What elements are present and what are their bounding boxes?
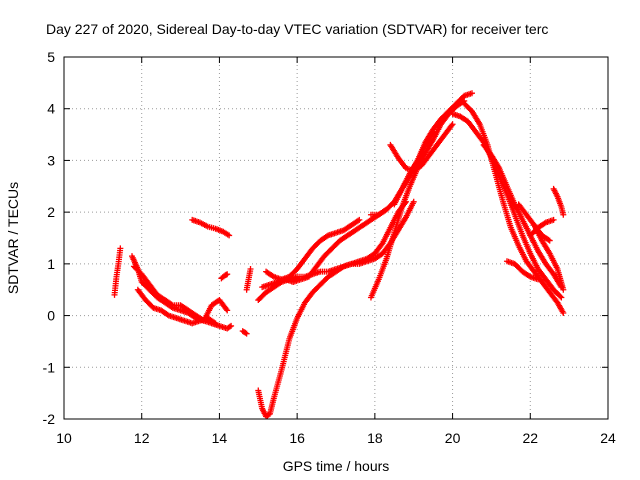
data-point-fill bbox=[378, 241, 385, 248]
data-point bbox=[243, 330, 250, 337]
data-point bbox=[469, 90, 475, 97]
data-point-fill bbox=[557, 293, 564, 300]
x-tick-label: 24 bbox=[600, 430, 616, 446]
data-point bbox=[212, 320, 219, 327]
y-tick-label: 1 bbox=[47, 256, 55, 272]
data-point bbox=[546, 237, 553, 244]
y-tick-label: 4 bbox=[47, 101, 55, 117]
y-axis-label: SDTVAR / TECUs bbox=[5, 182, 21, 294]
y-tick-label: -1 bbox=[43, 359, 56, 375]
data-point bbox=[410, 198, 417, 205]
x-tick-label: 22 bbox=[522, 430, 538, 446]
data-point bbox=[228, 322, 235, 329]
data-point bbox=[550, 216, 557, 223]
data-point-fill bbox=[545, 236, 552, 243]
data-point bbox=[560, 309, 567, 316]
data-point-fill bbox=[242, 329, 249, 336]
grid-layer bbox=[64, 57, 608, 419]
data-point-fill bbox=[168, 301, 175, 308]
y-tick-label: -2 bbox=[43, 411, 56, 427]
x-axis-label: GPS time / hours bbox=[283, 458, 390, 474]
x-tick-label: 14 bbox=[212, 430, 228, 446]
data-point-fill bbox=[211, 319, 218, 326]
data-point bbox=[558, 294, 565, 301]
data-point bbox=[224, 307, 231, 314]
data-point bbox=[226, 232, 233, 239]
data-point bbox=[247, 266, 254, 273]
data-point-fill bbox=[479, 138, 486, 145]
x-tick-label: 12 bbox=[134, 430, 150, 446]
data-point-fill bbox=[223, 306, 230, 313]
data-point bbox=[224, 271, 231, 278]
data-point bbox=[430, 128, 437, 135]
marks-layer bbox=[111, 90, 567, 420]
x-tick-label: 20 bbox=[445, 430, 461, 446]
data-point-fill bbox=[448, 122, 455, 129]
y-tick-label: 5 bbox=[47, 49, 55, 65]
data-point-fill bbox=[355, 217, 362, 224]
y-tick-label: 3 bbox=[47, 152, 55, 168]
data-point-fill bbox=[226, 323, 233, 330]
data-point bbox=[560, 286, 567, 293]
data-point bbox=[560, 211, 567, 218]
data-point bbox=[356, 216, 363, 223]
x-tick-label: 16 bbox=[289, 430, 305, 446]
data-point bbox=[535, 276, 542, 283]
chart-title: Day 227 of 2020, Sidereal Day-to-day VTE… bbox=[46, 21, 548, 37]
y-tick-label: 0 bbox=[47, 308, 55, 324]
data-point bbox=[117, 245, 124, 252]
y-tick-label: 2 bbox=[47, 204, 55, 220]
x-tick-label: 18 bbox=[367, 430, 383, 446]
x-tick-label: 10 bbox=[56, 430, 72, 446]
plot-frame bbox=[63, 56, 609, 420]
data-point bbox=[449, 121, 456, 128]
